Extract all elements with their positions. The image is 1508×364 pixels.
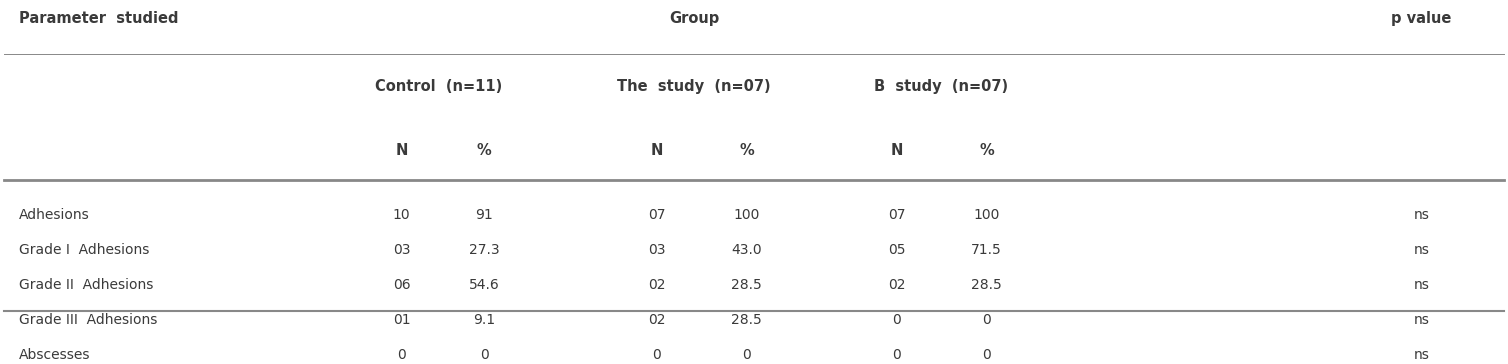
Text: Adhesions: Adhesions	[20, 208, 90, 222]
Text: 43.0: 43.0	[731, 243, 762, 257]
Text: ns: ns	[1413, 243, 1430, 257]
Text: ns: ns	[1413, 348, 1430, 362]
Text: ns: ns	[1413, 313, 1430, 327]
Text: 91: 91	[475, 208, 493, 222]
Text: 27.3: 27.3	[469, 243, 499, 257]
Text: Grade III  Adhesions: Grade III Adhesions	[20, 313, 157, 327]
Text: Abscesses: Abscesses	[20, 348, 90, 362]
Text: Grade II  Adhesions: Grade II Adhesions	[20, 278, 154, 292]
Text: 02: 02	[888, 278, 905, 292]
Text: Parameter  studied: Parameter studied	[20, 11, 178, 26]
Text: 02: 02	[648, 278, 665, 292]
Text: %: %	[739, 143, 754, 158]
Text: 0: 0	[893, 348, 900, 362]
Text: 0: 0	[480, 348, 489, 362]
Text: 0: 0	[982, 348, 991, 362]
Text: 0: 0	[982, 313, 991, 327]
Text: N: N	[890, 143, 903, 158]
Text: p value: p value	[1392, 11, 1452, 26]
Text: 100: 100	[733, 208, 760, 222]
Text: N: N	[650, 143, 662, 158]
Text: ns: ns	[1413, 278, 1430, 292]
Text: 02: 02	[648, 313, 665, 327]
Text: Grade I  Adhesions: Grade I Adhesions	[20, 243, 149, 257]
Text: Group: Group	[670, 11, 719, 26]
Text: N: N	[395, 143, 407, 158]
Text: 01: 01	[392, 313, 410, 327]
Text: 100: 100	[973, 208, 1000, 222]
Text: 07: 07	[888, 208, 905, 222]
Text: 28.5: 28.5	[971, 278, 1001, 292]
Text: Control  (n=11): Control (n=11)	[375, 79, 502, 94]
Text: 0: 0	[397, 348, 406, 362]
Text: 03: 03	[392, 243, 410, 257]
Text: %: %	[979, 143, 994, 158]
Text: 0: 0	[651, 348, 661, 362]
Text: 03: 03	[648, 243, 665, 257]
Text: %: %	[477, 143, 492, 158]
Text: 10: 10	[392, 208, 410, 222]
Text: The  study  (n=07): The study (n=07)	[617, 79, 771, 94]
Text: B  study  (n=07): B study (n=07)	[875, 79, 1009, 94]
Text: 54.6: 54.6	[469, 278, 499, 292]
Text: 28.5: 28.5	[731, 278, 762, 292]
Text: 0: 0	[893, 313, 900, 327]
Text: 9.1: 9.1	[474, 313, 495, 327]
Text: 07: 07	[648, 208, 665, 222]
Text: 05: 05	[888, 243, 905, 257]
Text: 28.5: 28.5	[731, 313, 762, 327]
Text: 0: 0	[742, 348, 751, 362]
Text: 71.5: 71.5	[971, 243, 1001, 257]
Text: 06: 06	[392, 278, 410, 292]
Text: ns: ns	[1413, 208, 1430, 222]
